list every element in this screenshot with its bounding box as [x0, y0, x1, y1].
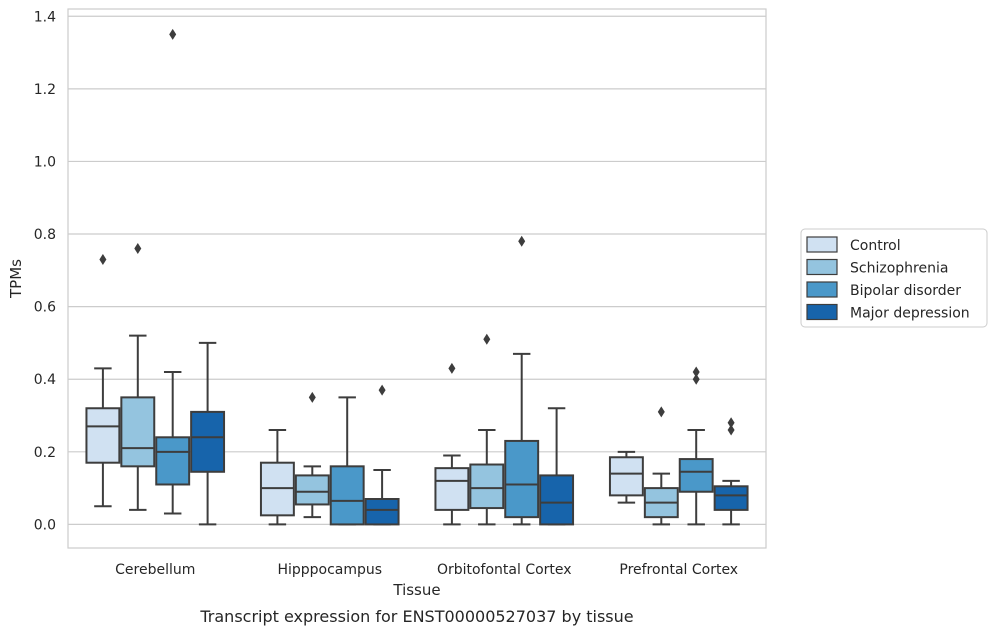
y-tick-labels: 0.0 0.2 0.4 0.6 0.8 1.0 1.2 1.4 — [34, 9, 56, 533]
outlier-point — [448, 362, 456, 374]
x-tick-labels: Cerebellum Hipppocampus Orbitofontal Corte… — [115, 562, 738, 578]
legend: Control Schizophrenia Bipolar disorder Majo… — [800, 228, 988, 328]
box — [713, 485, 749, 511]
x-tick-label: Prefrontal Cortex — [619, 562, 738, 578]
box — [469, 463, 505, 510]
y-axis-label: TPMs — [7, 259, 25, 299]
plot-frame — [67, 8, 767, 549]
box — [190, 410, 226, 473]
outlier-point — [692, 366, 700, 378]
legend-item: Schizophrenia — [806, 258, 948, 277]
x-tick-label: Hipppocampus — [277, 562, 382, 578]
y-tick-label: 1.4 — [34, 9, 56, 25]
box — [434, 467, 470, 511]
chart-title: Transcript expression for ENST0000052703… — [199, 607, 633, 626]
box — [120, 396, 156, 468]
legend-swatch — [806, 236, 838, 253]
box — [85, 407, 121, 464]
outlier-point — [169, 28, 177, 40]
legend-label: Control — [850, 238, 901, 254]
legend-swatch — [806, 258, 838, 276]
y-tick-label: 0.0 — [34, 517, 56, 533]
category-group — [608, 366, 749, 526]
outlier-point — [727, 417, 735, 429]
box — [608, 456, 644, 497]
legend-box — [800, 228, 988, 328]
outlier-point — [727, 424, 735, 436]
y-tick-label: 0.4 — [34, 372, 56, 388]
legend-label: Major depression — [850, 306, 970, 322]
y-tick-label: 0.6 — [34, 300, 56, 316]
outlier-point — [692, 373, 700, 385]
y-tick-label: 0.2 — [34, 445, 56, 461]
outlier-point — [99, 253, 107, 265]
category-group — [259, 384, 400, 526]
outlier-point — [134, 243, 142, 255]
box — [294, 474, 330, 506]
legend-label: Bipolar disorder — [850, 283, 961, 299]
box — [155, 436, 191, 486]
legend-item: Control — [806, 236, 901, 254]
y-tick-label: 1.0 — [34, 154, 56, 170]
legend-item: Bipolar disorder — [806, 281, 961, 299]
x-axis-label: Tissue — [392, 581, 440, 599]
outlier-point — [657, 406, 665, 418]
box — [539, 474, 575, 526]
legend-item: Major depression — [806, 303, 970, 322]
box — [678, 458, 714, 493]
outlier-point — [483, 333, 491, 345]
legend-swatch — [806, 303, 838, 321]
category-group — [85, 28, 226, 526]
outlier-point — [378, 384, 386, 396]
x-tick-label: Orbitofontal Cortex — [437, 562, 572, 578]
y-tick-label: 1.2 — [34, 82, 56, 98]
outlier-point — [518, 235, 526, 247]
legend-label: Schizophrenia — [850, 261, 948, 277]
category-group — [434, 235, 575, 526]
x-tick-label: Cerebellum — [115, 562, 195, 578]
box — [329, 465, 365, 526]
box — [364, 498, 400, 526]
y-tick-label: 0.8 — [34, 227, 56, 243]
outlier-point — [308, 391, 316, 403]
legend-swatch — [806, 281, 838, 298]
box-groups — [85, 28, 749, 526]
box — [504, 439, 540, 519]
